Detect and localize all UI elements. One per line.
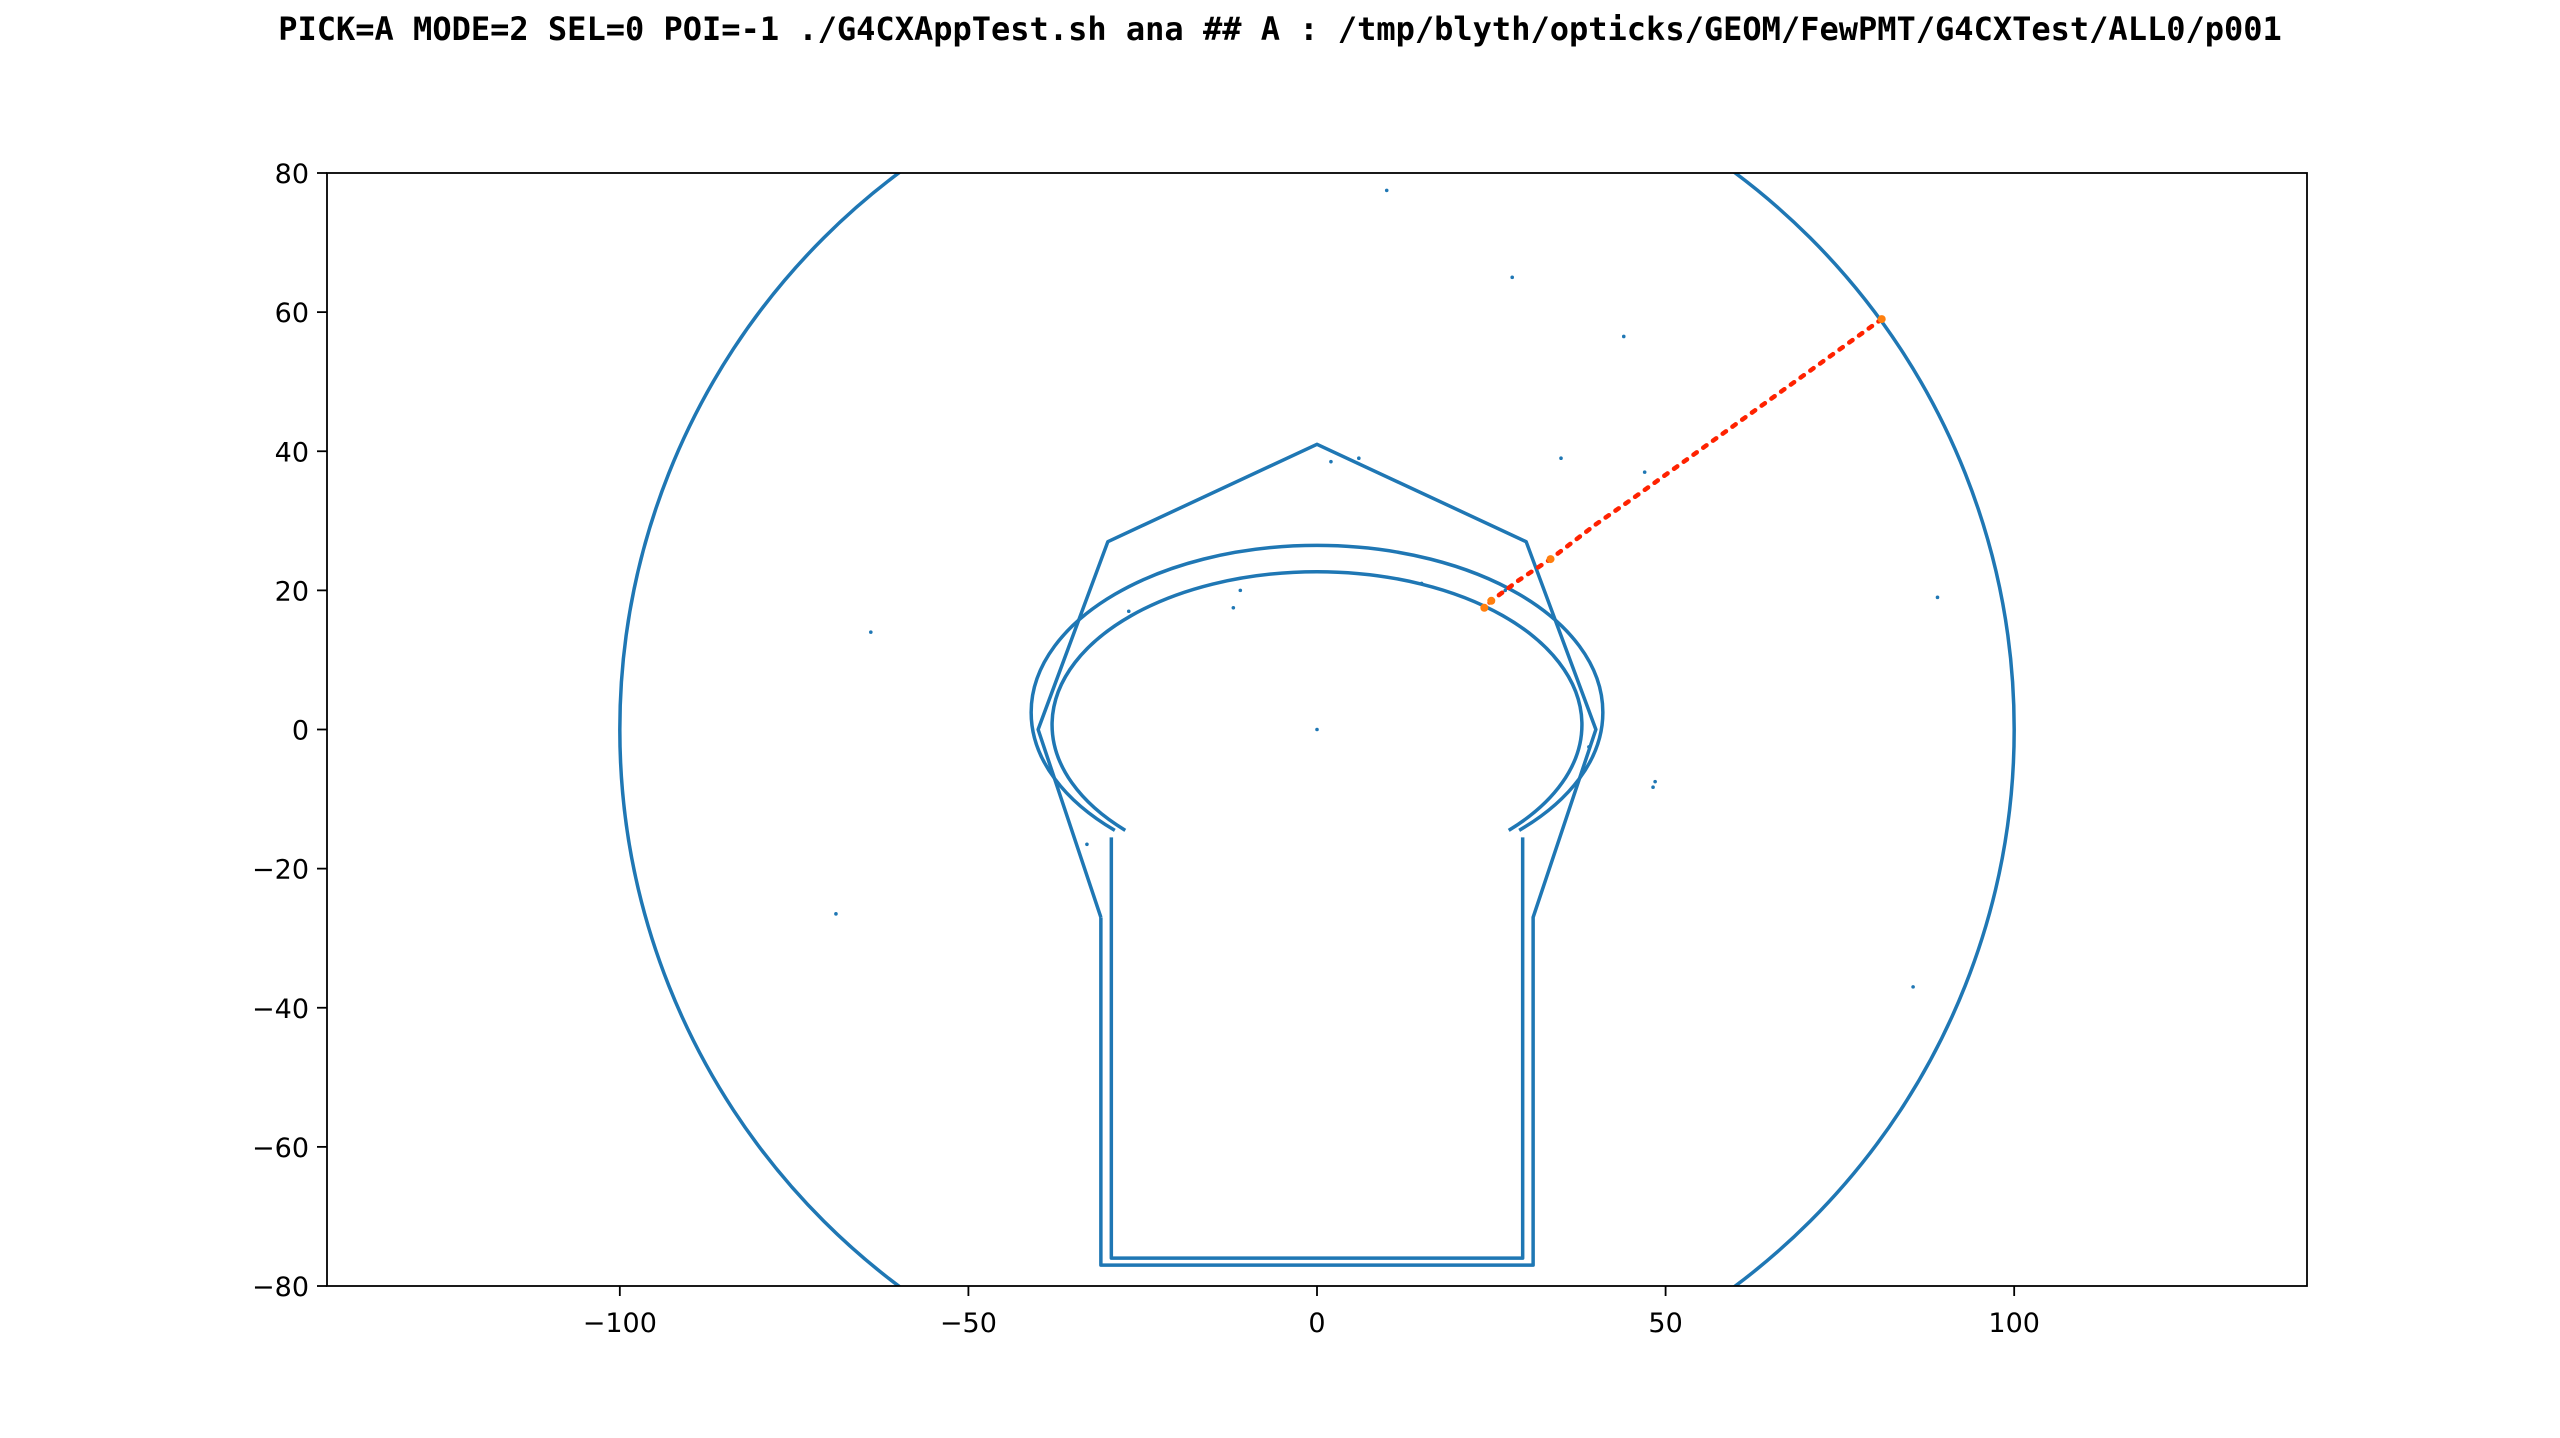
- x-axis: −100 −50 0 50 100: [583, 1286, 2040, 1339]
- scatter-point-11: [1419, 581, 1424, 586]
- x-tick-label: 50: [1648, 1308, 1682, 1339]
- series-2-outline: [1109, 837, 1525, 1260]
- scatter-point-12: [1085, 842, 1089, 847]
- photon-hit-point-1: [1546, 555, 1555, 564]
- y-tick-label: −60: [252, 1133, 309, 1164]
- plot-content: [618, 173, 2016, 1286]
- series-0-circle: [618, 173, 2016, 1286]
- scatter-point-2: [1621, 334, 1626, 339]
- scatter-point-20: [1503, 588, 1508, 593]
- scatter-point-6: [1357, 456, 1361, 461]
- scatter-point-0: [1384, 188, 1389, 193]
- scatter-point-1: [1510, 275, 1515, 280]
- scatter-point-16: [1587, 745, 1591, 749]
- x-tick-label: −50: [940, 1308, 997, 1339]
- x-tick-label: −100: [583, 1308, 657, 1339]
- scatter-point-18: [1315, 727, 1319, 732]
- scatter-point-4: [1642, 470, 1647, 474]
- scatter-point-10: [1238, 588, 1243, 593]
- scatter-point-8: [1935, 595, 1940, 600]
- scatter-point-3: [1559, 456, 1563, 461]
- photon-hit-point-0: [1877, 315, 1886, 324]
- chart-title: PICK=A MODE=2 SEL=0 POI=-1 ./G4CXAppTest…: [278, 10, 2282, 48]
- photon-hit-point-2: [1487, 596, 1496, 605]
- y-tick-label: −40: [252, 994, 309, 1025]
- series-4-arc: [1050, 569, 1584, 832]
- y-axis: 80 60 40 20 0 −20 −40 −60 −80: [252, 159, 327, 1303]
- scatter-point-9: [1231, 605, 1236, 610]
- y-tick-label: 40: [275, 437, 309, 468]
- scatter-point-5: [1329, 459, 1333, 464]
- y-tick-label: −20: [252, 855, 309, 886]
- y-tick-label: 20: [275, 576, 309, 607]
- scatter-point-15: [1651, 785, 1655, 790]
- y-tick-label: 0: [292, 716, 309, 747]
- series-1-outline: [1036, 442, 1598, 1267]
- y-tick-label: −80: [252, 1272, 309, 1303]
- x-tick-label: 100: [1988, 1308, 2040, 1339]
- photon-hit-point-3: [1480, 603, 1489, 612]
- scatter-point-17: [1911, 985, 1915, 989]
- scatter-point-13: [834, 912, 838, 916]
- scatter-point-14: [1653, 779, 1657, 784]
- y-tick-label: 80: [275, 159, 309, 190]
- series-3-arc: [1029, 543, 1605, 832]
- scatter-point-7: [869, 630, 873, 634]
- scatter-point-19: [1126, 609, 1131, 614]
- x-tick-label: 0: [1308, 1308, 1325, 1339]
- y-tick-label: 60: [275, 298, 309, 329]
